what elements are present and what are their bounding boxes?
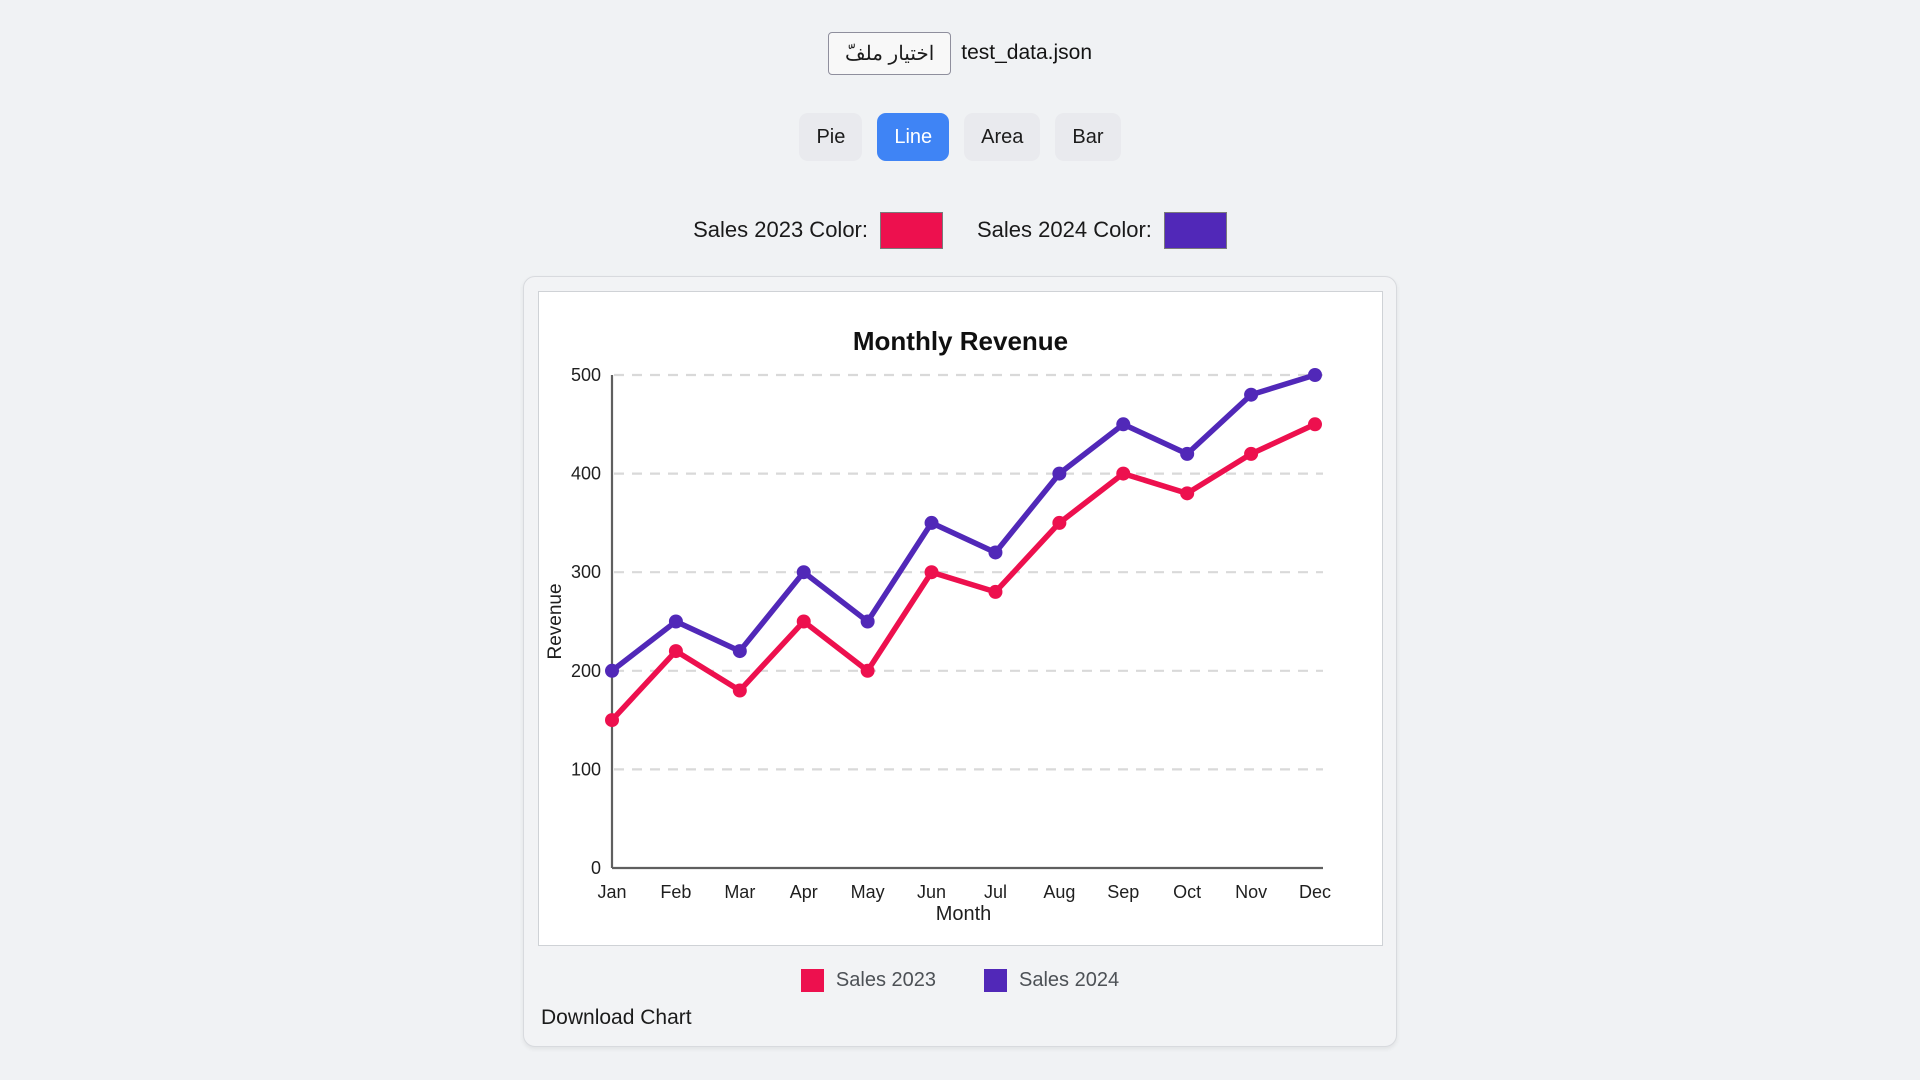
sales-2023-color-label: Sales 2023 Color: (693, 217, 868, 242)
legend-item-sales-2023[interactable]: Sales 2023 (800, 968, 936, 992)
choose-file-button[interactable]: اختيار ملفّ (827, 31, 952, 75)
chart-type-button-bar[interactable]: Bar (1055, 113, 1121, 161)
svg-text:Jun: Jun (917, 882, 946, 902)
chart-type-button-line[interactable]: Line (877, 113, 950, 161)
download-row: Download Chart (538, 1006, 1382, 1030)
legend-label-sales-2023: Sales 2023 (835, 968, 936, 991)
sales-2024-color-label: Sales 2024 Color: (977, 217, 1152, 242)
svg-text:100: 100 (571, 759, 601, 779)
chart-type-toolbar: Pie Line Area Bar (0, 108, 1920, 166)
sales-2023-color-picker[interactable] (880, 211, 943, 249)
svg-text:Apr: Apr (790, 882, 818, 902)
svg-text:300: 300 (571, 562, 601, 582)
svg-text:Aug: Aug (1043, 882, 1075, 902)
chart-type-button-pie[interactable]: Pie (799, 113, 863, 161)
chart-card: Monthly Revenue 0 100 200 300 400 500 Jan Feb Mar… (523, 276, 1397, 1047)
svg-text:0: 0 (591, 858, 601, 878)
svg-text:May: May (851, 882, 885, 902)
legend-label-sales-2024: Sales 2024 (1019, 968, 1120, 991)
sales-2024-color-picker[interactable] (1163, 211, 1227, 249)
svg-text:Feb: Feb (660, 882, 691, 902)
svg-text:Revenue: Revenue (545, 583, 566, 659)
svg-text:Mar: Mar (724, 882, 755, 902)
svg-text:Jan: Jan (597, 882, 626, 902)
svg-text:400: 400 (571, 464, 601, 484)
svg-text:200: 200 (571, 661, 601, 681)
legend-item-sales-2024[interactable]: Sales 2024 (984, 968, 1120, 992)
svg-text:Sep: Sep (1107, 882, 1139, 902)
chart-type-button-area[interactable]: Area (964, 113, 1041, 161)
svg-text:500: 500 (571, 365, 601, 385)
svg-text:Oct: Oct (1173, 882, 1201, 902)
series-color-controls: Sales 2023 Color: Sales 2024 Color: (0, 210, 1920, 250)
legend-swatch-sales-2023 (800, 968, 824, 992)
download-chart-link[interactable]: Download Chart (541, 1006, 692, 1029)
svg-text:Monthly Revenue: Monthly Revenue (853, 326, 1068, 356)
chart-legend: Sales 2023 Sales 2024 (538, 966, 1382, 994)
file-input-row: اختيار ملفّ test_data.json (0, 28, 1920, 78)
chart-canvas-container: Monthly Revenue 0 100 200 300 400 500 Jan Feb Mar… (538, 291, 1383, 946)
legend-swatch-sales-2024 (984, 968, 1007, 992)
svg-text:Jul: Jul (984, 882, 1007, 902)
selected-filename: test_data.json (961, 41, 1093, 64)
svg-text:Dec: Dec (1299, 882, 1331, 902)
revenue-line-chart: Monthly Revenue 0 100 200 300 400 500 Jan Feb Mar… (545, 326, 1331, 925)
svg-text:Month: Month (936, 903, 992, 925)
svg-text:Nov: Nov (1235, 882, 1267, 902)
